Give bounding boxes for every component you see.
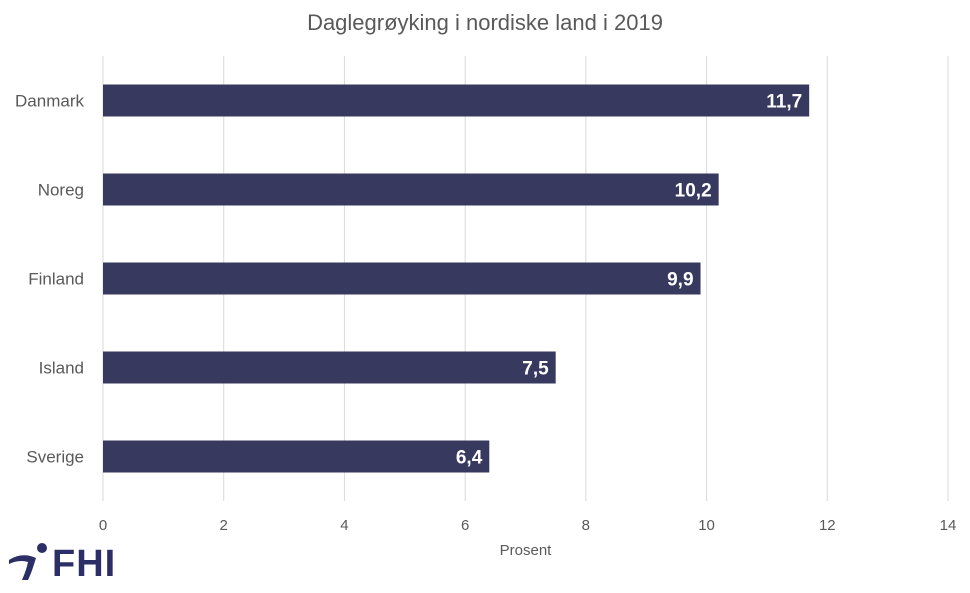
x-tick-label: 14 bbox=[940, 517, 957, 534]
fhi-logo-text: FHI bbox=[52, 542, 117, 585]
x-tick-label: 12 bbox=[819, 517, 836, 534]
category-label: Island bbox=[39, 359, 84, 378]
bar bbox=[103, 351, 556, 384]
data-label: 11,7 bbox=[766, 92, 802, 113]
x-tick-label: 2 bbox=[220, 517, 228, 534]
fhi-logo-mark-icon bbox=[9, 543, 47, 580]
fhi-logo: FHI bbox=[6, 538, 116, 590]
data-label: 10,2 bbox=[675, 181, 712, 202]
x-tick-label: 10 bbox=[698, 517, 715, 534]
x-tick-label: 4 bbox=[340, 517, 348, 534]
bar bbox=[103, 262, 701, 295]
category-label: Danmark bbox=[15, 92, 84, 111]
category-label: Finland bbox=[28, 270, 84, 289]
data-label: 6,4 bbox=[456, 448, 483, 469]
chart-title: Daglegrøyking i nordiske land i 2019 bbox=[307, 10, 663, 35]
x-axis-label: Prosent bbox=[500, 542, 553, 559]
x-tick-label: 6 bbox=[461, 517, 469, 534]
category-label: Noreg bbox=[38, 181, 84, 200]
bar bbox=[103, 84, 810, 117]
bar bbox=[103, 173, 719, 206]
x-tick-label: 0 bbox=[99, 517, 107, 534]
x-tick-label: 8 bbox=[582, 517, 590, 534]
data-label: 7,5 bbox=[522, 359, 549, 380]
data-label: 9,9 bbox=[667, 270, 693, 291]
category-label: Sverige bbox=[26, 448, 84, 467]
bar bbox=[103, 440, 490, 473]
